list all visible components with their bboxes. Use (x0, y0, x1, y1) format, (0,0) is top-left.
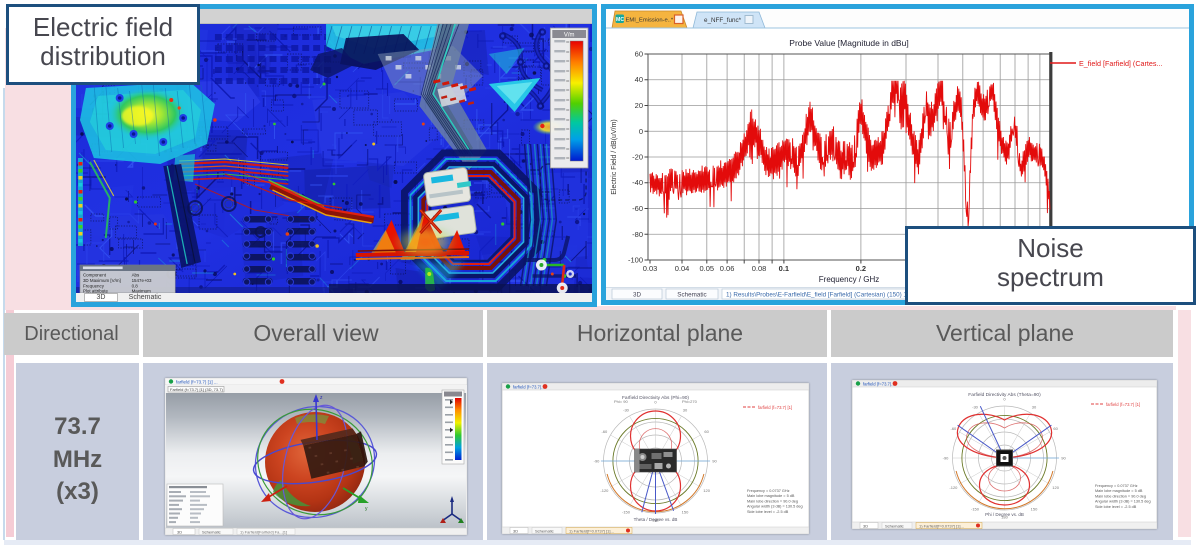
svg-text:Main lobe direction = 90.0 de: Main lobe direction = 90.0 deg (747, 499, 798, 503)
svg-text:-60: -60 (632, 204, 643, 213)
svg-text:-150: -150 (622, 510, 631, 515)
svg-text:-120: -120 (949, 485, 958, 490)
svg-text:180: 180 (1001, 515, 1008, 520)
svg-text:e_NFF_func*: e_NFF_func* (704, 17, 742, 24)
svg-text:0.05: 0.05 (699, 264, 714, 273)
svg-text:V/m: V/m (564, 32, 575, 38)
svg-text:Farfield (f=73.7) [1] (3D, 73.: Farfield (f=73.7) [1] (3D, 73.7) (170, 387, 223, 392)
svg-text:Probe Value [Magnitude in dBu]: Probe Value [Magnitude in dBu] (789, 38, 908, 48)
svg-text:60: 60 (704, 429, 709, 434)
svg-text:150: 150 (682, 510, 689, 515)
svg-text:3D: 3D (863, 524, 868, 529)
svg-text:3D Maximum [V/m]: 3D Maximum [V/m] (83, 278, 121, 283)
svg-text:Frequency / GHz: Frequency / GHz (819, 275, 879, 284)
svg-text:Main lobe magnitude = 5 dB: Main lobe magnitude = 5 dB (1095, 489, 1143, 493)
svg-text:0: 0 (639, 127, 643, 136)
svg-text:1) Farfield[Farfield] Fa...[1]: 1) Farfield[Farfield] Fa...[1] (240, 530, 287, 535)
svg-text:Abs: Abs (132, 272, 140, 277)
svg-text:-30: -30 (972, 404, 979, 409)
svg-text:-60: -60 (951, 426, 958, 431)
svg-text:Side lobe level = -2.5 dB: Side lobe level = -2.5 dB (747, 510, 789, 514)
svg-text:60: 60 (635, 50, 643, 59)
svg-text:0.08: 0.08 (752, 264, 767, 273)
svg-text:-30: -30 (623, 407, 630, 412)
svg-text:0.03: 0.03 (643, 264, 658, 273)
svg-text:40: 40 (635, 75, 643, 84)
svg-text:farfield (f=73.7) [1]: farfield (f=73.7) [1] (1106, 402, 1140, 407)
svg-text:3D: 3D (513, 529, 518, 534)
svg-text:60: 60 (1053, 426, 1058, 431)
svg-text:Main lobe direction = 90.0 de: Main lobe direction = 90.0 deg (1095, 494, 1146, 498)
svg-text:3D: 3D (633, 292, 642, 299)
svg-text:-80: -80 (632, 230, 643, 239)
svg-text:Plot attribute: Plot attribute (83, 288, 109, 293)
svg-text:1) Farfield[f=0.0737] [1]...: 1) Farfield[f=0.0737] [1]... (569, 529, 614, 534)
svg-text:0.04: 0.04 (675, 264, 690, 273)
svg-text:E_field [Farfield] (Cartes...: E_field [Farfield] (Cartes... (1079, 59, 1163, 68)
svg-text:0.2: 0.2 (856, 264, 866, 273)
svg-text:Phi=270: Phi=270 (682, 399, 698, 404)
svg-text:Frequency: Frequency (83, 283, 105, 288)
svg-text:Theta / Degree vs. dB: Theta / Degree vs. dB (634, 517, 678, 522)
svg-text:Schematic: Schematic (885, 524, 904, 529)
svg-text:Phi= 90: Phi= 90 (614, 399, 628, 404)
svg-text:Schematic: Schematic (535, 529, 554, 534)
svg-text:0: 0 (1003, 397, 1006, 402)
svg-text:-150: -150 (971, 507, 980, 512)
svg-text:Component: Component (83, 272, 107, 277)
svg-text:1) Farfield[f=0.0737] [1]...: 1) Farfield[f=0.0737] [1]... (919, 524, 964, 529)
svg-text:90: 90 (712, 459, 717, 464)
svg-text:90: 90 (1061, 456, 1066, 461)
svg-text:30: 30 (1032, 404, 1037, 409)
svg-text:Side lobe level = -2.5 dB: Side lobe level = -2.5 dB (1095, 505, 1137, 509)
svg-text:z: z (320, 395, 323, 401)
svg-text:Farfield Directivity Abs (Phi=: Farfield Directivity Abs (Phi=90) (622, 395, 689, 401)
svg-text:EMI_Emission-e..*: EMI_Emission-e..* (626, 18, 674, 24)
svg-text:0: 0 (654, 400, 657, 405)
svg-text:Angular width (3 dB) = 130.5 d: Angular width (3 dB) = 130.5 deg (1095, 500, 1151, 504)
svg-text:180: 180 (652, 518, 659, 523)
svg-text:Schematic: Schematic (677, 292, 706, 299)
svg-text:farfield (f=73.7)...: farfield (f=73.7)... (863, 382, 895, 387)
svg-text:-120: -120 (600, 488, 609, 493)
svg-text:-40: -40 (632, 178, 643, 187)
svg-text:150: 150 (1031, 507, 1038, 512)
svg-text:Schematic: Schematic (202, 530, 221, 535)
svg-text:Frequency = 0.0737 GHz: Frequency = 0.0737 GHz (1095, 484, 1138, 488)
svg-text:MC: MC (616, 17, 624, 23)
svg-text:Farfield Directivity Abs (Thet: Farfield Directivity Abs (Theta=90) (968, 392, 1041, 398)
svg-text:-90: -90 (943, 456, 950, 461)
svg-text:20: 20 (635, 101, 643, 110)
svg-text:Electric Field / dB(uV/m): Electric Field / dB(uV/m) (611, 119, 618, 194)
svg-text:y: y (365, 506, 368, 512)
svg-text:30: 30 (683, 407, 688, 412)
svg-text:farfield (f=73.7) [1] ...: farfield (f=73.7) [1] ... (176, 380, 218, 385)
svg-text:0.06: 0.06 (720, 264, 735, 273)
svg-text:-100: -100 (628, 256, 643, 265)
svg-text:-90: -90 (594, 459, 601, 464)
svg-text:-60: -60 (602, 429, 609, 434)
svg-text:120: 120 (703, 488, 710, 493)
svg-text:1) Results\Probes\E-Farfield\E: 1) Results\Probes\E-Farfield\E_field [Fa… (726, 292, 912, 299)
svg-text:3D: 3D (177, 530, 182, 535)
svg-text:Angular width (3 dB) = 130.5 d: Angular width (3 dB) = 130.5 deg (747, 505, 803, 509)
svg-text:120: 120 (1052, 485, 1059, 490)
svg-text:Frequency = 0.0737 GHz: Frequency = 0.0737 GHz (747, 489, 790, 493)
svg-text:Phi / Degree vs. dB: Phi / Degree vs. dB (985, 512, 1024, 517)
svg-text:farfield (f=73.7) [1]: farfield (f=73.7) [1] (758, 405, 792, 410)
svg-text:Main lobe magnitude = 5 dB: Main lobe magnitude = 5 dB (747, 494, 795, 498)
svg-text:1547e+03: 1547e+03 (132, 278, 152, 283)
svg-text:Maximum: Maximum (132, 288, 152, 293)
svg-text:farfield (f=73.7)...: farfield (f=73.7)... (513, 385, 545, 390)
svg-text:-20: -20 (632, 153, 643, 162)
svg-text:0.8: 0.8 (132, 283, 139, 288)
svg-text:0.1: 0.1 (779, 264, 789, 273)
